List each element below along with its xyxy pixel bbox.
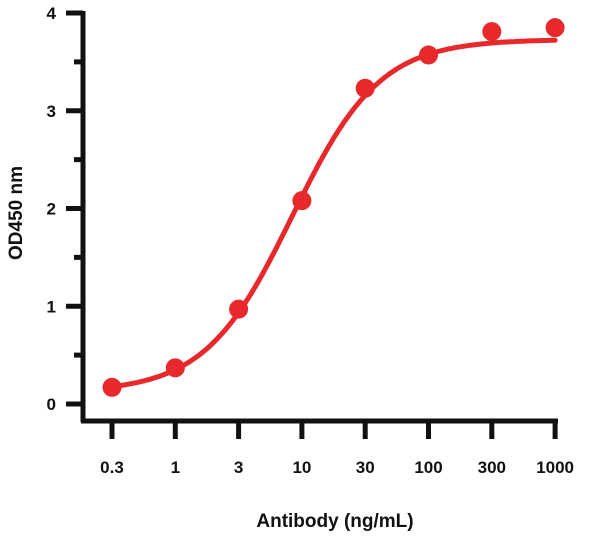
data-point (545, 18, 565, 38)
y-tick-label: 2 (47, 200, 56, 219)
y-tick-label: 4 (47, 4, 57, 23)
x-axis-title: Antibody (ng/mL) (256, 511, 413, 532)
y-axis-title: OD450 nm (6, 166, 27, 260)
x-tick-label: 100 (414, 458, 442, 477)
y-tick-label: 1 (47, 297, 56, 316)
data-point (102, 377, 122, 397)
data-point (292, 191, 312, 211)
data-point (355, 78, 375, 98)
y-tick-label: 3 (47, 102, 56, 121)
x-tick-label: 300 (478, 458, 506, 477)
x-tick-label: 1000 (536, 458, 574, 477)
data-point (419, 45, 438, 65)
x-tick-label: 10 (292, 458, 311, 477)
fit-curve (103, 37, 558, 390)
data-point (165, 358, 185, 378)
x-tick-label: 0.3 (100, 458, 124, 477)
y-tick-label: 0 (47, 395, 56, 414)
data-points (102, 18, 565, 397)
x-tick-label: 1 (171, 458, 180, 477)
data-point (229, 299, 249, 319)
ticks: 0 1 2 3 4 0.3 1 3 10 30 100 300 1000 (47, 4, 574, 477)
x-tick-label: 3 (234, 458, 243, 477)
axes (80, 11, 558, 424)
data-point (482, 22, 502, 42)
x-tick-label: 30 (356, 458, 375, 477)
